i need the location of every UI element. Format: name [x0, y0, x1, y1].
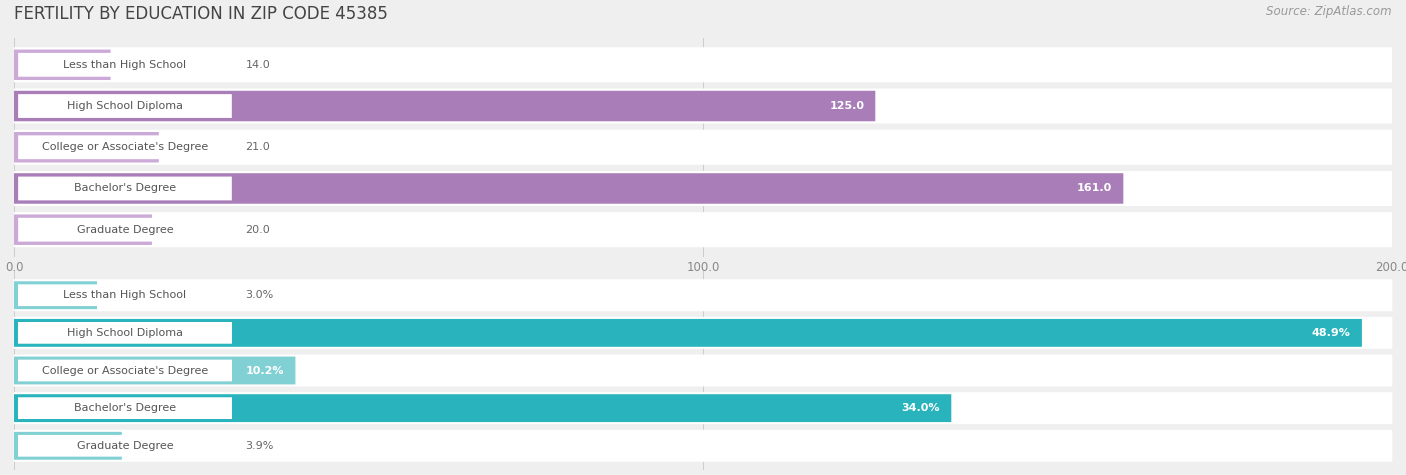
FancyBboxPatch shape [18, 397, 232, 419]
FancyBboxPatch shape [14, 48, 1392, 82]
FancyBboxPatch shape [18, 177, 232, 200]
Text: Less than High School: Less than High School [63, 60, 187, 70]
FancyBboxPatch shape [18, 53, 232, 76]
Text: 3.0%: 3.0% [246, 290, 274, 300]
FancyBboxPatch shape [14, 319, 1362, 347]
Text: Less than High School: Less than High School [63, 290, 187, 300]
FancyBboxPatch shape [18, 322, 232, 344]
Text: 10.2%: 10.2% [246, 365, 284, 376]
FancyBboxPatch shape [14, 430, 1392, 462]
Text: Graduate Degree: Graduate Degree [77, 441, 173, 451]
Text: High School Diploma: High School Diploma [67, 101, 183, 111]
FancyBboxPatch shape [14, 317, 1392, 349]
FancyBboxPatch shape [14, 279, 1392, 311]
Text: 34.0%: 34.0% [901, 403, 941, 413]
Text: 3.9%: 3.9% [246, 441, 274, 451]
FancyBboxPatch shape [14, 91, 876, 121]
Text: FERTILITY BY EDUCATION IN ZIP CODE 45385: FERTILITY BY EDUCATION IN ZIP CODE 45385 [14, 5, 388, 23]
FancyBboxPatch shape [14, 130, 1392, 165]
FancyBboxPatch shape [14, 171, 1392, 206]
FancyBboxPatch shape [14, 354, 1392, 387]
FancyBboxPatch shape [14, 357, 295, 384]
FancyBboxPatch shape [18, 218, 232, 242]
Text: Bachelor's Degree: Bachelor's Degree [75, 183, 176, 193]
FancyBboxPatch shape [14, 392, 1392, 424]
Text: 14.0: 14.0 [246, 60, 270, 70]
FancyBboxPatch shape [14, 394, 952, 422]
FancyBboxPatch shape [14, 212, 1392, 247]
Text: 48.9%: 48.9% [1312, 328, 1351, 338]
Text: Bachelor's Degree: Bachelor's Degree [75, 403, 176, 413]
Text: Graduate Degree: Graduate Degree [77, 225, 173, 235]
FancyBboxPatch shape [18, 135, 232, 159]
FancyBboxPatch shape [18, 435, 232, 456]
FancyBboxPatch shape [18, 360, 232, 381]
FancyBboxPatch shape [14, 214, 152, 245]
FancyBboxPatch shape [14, 173, 1123, 204]
Text: 125.0: 125.0 [830, 101, 865, 111]
FancyBboxPatch shape [14, 132, 159, 162]
Text: 20.0: 20.0 [246, 225, 270, 235]
FancyBboxPatch shape [18, 285, 232, 306]
Text: Source: ZipAtlas.com: Source: ZipAtlas.com [1267, 5, 1392, 18]
Text: 161.0: 161.0 [1077, 183, 1112, 193]
Text: College or Associate's Degree: College or Associate's Degree [42, 142, 208, 152]
FancyBboxPatch shape [14, 432, 122, 460]
FancyBboxPatch shape [18, 94, 232, 118]
Text: College or Associate's Degree: College or Associate's Degree [42, 365, 208, 376]
FancyBboxPatch shape [14, 49, 111, 80]
FancyBboxPatch shape [14, 281, 97, 309]
Text: High School Diploma: High School Diploma [67, 328, 183, 338]
FancyBboxPatch shape [14, 88, 1392, 124]
Text: 21.0: 21.0 [246, 142, 270, 152]
